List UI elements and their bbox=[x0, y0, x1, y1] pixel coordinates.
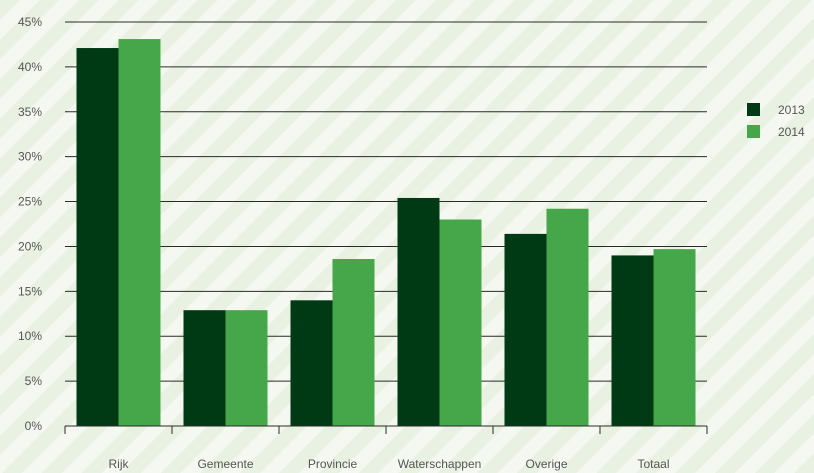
bar-2014-gemeente bbox=[225, 310, 268, 426]
bar-2014-totaal bbox=[653, 249, 696, 426]
x-category-label: Overige bbox=[525, 457, 567, 471]
bar-2013-overige bbox=[504, 233, 547, 426]
y-tick-label: 25% bbox=[18, 195, 42, 209]
x-category-label: Provincie bbox=[308, 457, 358, 471]
y-axis-ticks: 0% 5% 10% 15% 20% 25% 30% 35% 40% 45% bbox=[18, 15, 42, 433]
legend-swatch bbox=[747, 103, 760, 116]
y-tick-label: 10% bbox=[18, 329, 42, 343]
y-tick-label: 0% bbox=[25, 419, 43, 433]
y-tick-label: 45% bbox=[18, 15, 42, 29]
legend-swatch bbox=[747, 125, 760, 138]
bar-2014-rijk bbox=[118, 39, 161, 427]
y-tick-label: 5% bbox=[25, 374, 43, 388]
legend-label: 2014 bbox=[778, 125, 805, 139]
bars bbox=[76, 39, 696, 427]
bar-2014-provincie bbox=[332, 259, 375, 426]
x-category-label: Rijk bbox=[109, 457, 130, 471]
bar-2013-waterschappen bbox=[397, 197, 440, 426]
y-tick-label: 35% bbox=[18, 105, 42, 119]
legend: 2013 2014 bbox=[747, 103, 805, 139]
x-category-label: Gemeente bbox=[197, 457, 253, 471]
y-tick-label: 30% bbox=[18, 150, 42, 164]
x-category-label: Totaal bbox=[637, 457, 669, 471]
grid-lines bbox=[65, 21, 707, 427]
y-tick-label: 20% bbox=[18, 239, 42, 253]
y-tick-label: 15% bbox=[18, 284, 42, 298]
bar-2013-provincie bbox=[290, 300, 333, 426]
bar-2013-totaal bbox=[611, 255, 654, 426]
x-axis: Rijk Gemeente Provincie Waterschappen Overig… bbox=[64, 425, 708, 471]
x-category-label: Waterschappen bbox=[398, 457, 482, 471]
bar-2014-overige bbox=[546, 208, 589, 426]
bar-2013-rijk bbox=[76, 48, 119, 427]
legend-label: 2013 bbox=[778, 103, 805, 117]
bar-2013-gemeente bbox=[183, 310, 226, 426]
y-tick-label: 40% bbox=[18, 60, 42, 74]
bar-2014-waterschappen bbox=[439, 219, 482, 426]
